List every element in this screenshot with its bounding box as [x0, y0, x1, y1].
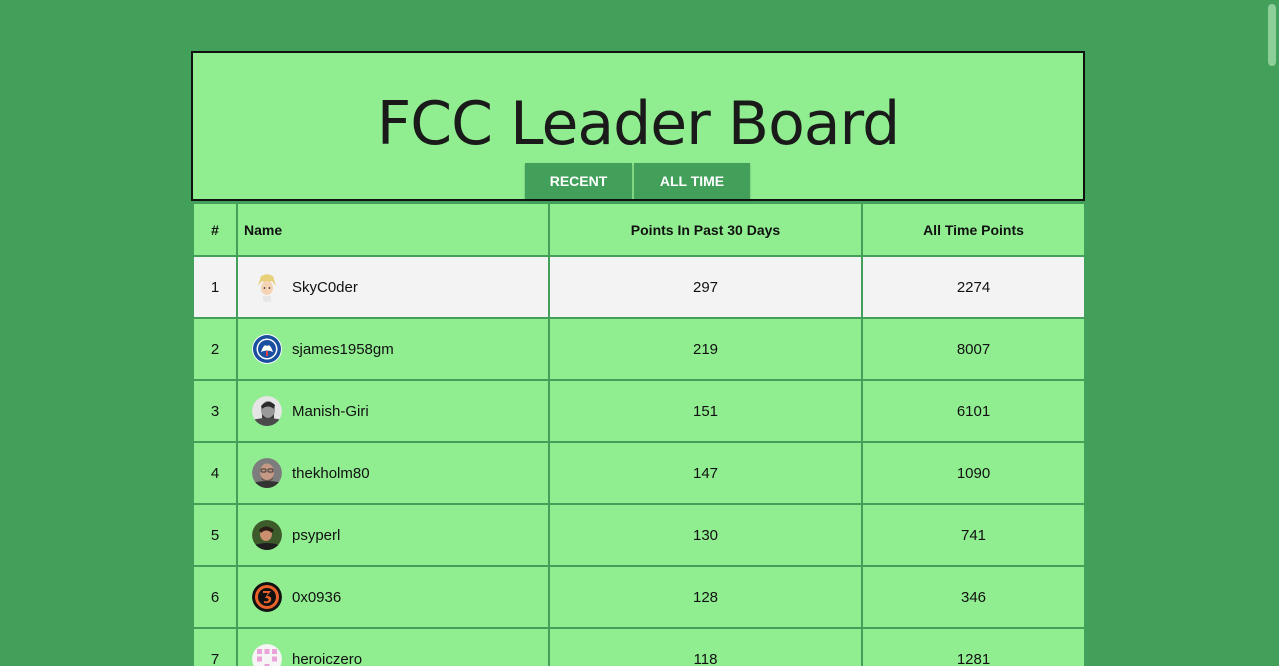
- table-row: 3 Manish-Giri: [192, 379, 1086, 443]
- alltime-points-cell: 1281: [861, 627, 1086, 666]
- name-cell: 0x0936: [236, 565, 550, 629]
- table-row: 6 0x0936 128: [192, 565, 1086, 629]
- recent-points-cell: 128: [548, 565, 863, 629]
- name-cell: psyperl: [236, 503, 550, 567]
- recent-points-cell: 297: [548, 255, 863, 319]
- username-link[interactable]: heroiczero: [292, 650, 363, 666]
- chelsea-crest-avatar-icon[interactable]: [252, 334, 282, 364]
- name-column-header: Name: [236, 202, 550, 257]
- scrollbar-thumb[interactable]: [1268, 4, 1276, 66]
- rank-cell: 6: [192, 565, 238, 629]
- name-cell: Manish-Giri: [236, 379, 550, 443]
- alltime-points-cell: 346: [861, 565, 1086, 629]
- recent-points-cell: 130: [548, 503, 863, 567]
- recent-points-cell: 147: [548, 441, 863, 505]
- alltime-points-cell: 1090: [861, 441, 1086, 505]
- number-3-avatar-icon[interactable]: [252, 582, 282, 612]
- username-link[interactable]: thekholm80: [292, 464, 370, 482]
- header-panel: FCC Leader Board RECENT ALL TIME: [191, 51, 1085, 201]
- table-row: 2 sjames19: [192, 317, 1086, 381]
- recent-points-cell: 219: [548, 317, 863, 381]
- recent-points-column-header[interactable]: Points In Past 30 Days: [548, 202, 863, 257]
- rank-cell: 5: [192, 503, 238, 567]
- name-cell: heroiczero: [236, 627, 550, 666]
- photo-avatar-icon[interactable]: [252, 396, 282, 426]
- alltime-points-cell: 2274: [861, 255, 1086, 319]
- table-row: 1 SkyC0der: [192, 255, 1086, 319]
- rank-cell: 2: [192, 317, 238, 381]
- name-cell: sjames1958gm: [236, 317, 550, 381]
- rank-cell: 1: [192, 255, 238, 319]
- username-link[interactable]: 0x0936: [292, 588, 342, 606]
- recent-tab-button[interactable]: RECENT: [525, 163, 632, 199]
- alltime-points-cell: 8007: [861, 317, 1086, 381]
- identicon-avatar-icon[interactable]: [252, 644, 282, 666]
- table-row: 5 psyperl 130: [192, 503, 1086, 567]
- recent-points-cell: 118: [548, 627, 863, 666]
- rank-cell: 4: [192, 441, 238, 505]
- username-link[interactable]: sjames1958gm: [292, 340, 394, 358]
- alltime-points-cell: 741: [861, 503, 1086, 567]
- rank-column-header: #: [192, 202, 238, 257]
- username-link[interactable]: psyperl: [292, 526, 341, 544]
- name-cell: SkyC0der: [236, 255, 550, 319]
- photo-avatar-icon[interactable]: [252, 458, 282, 488]
- username-link[interactable]: SkyC0der: [292, 278, 358, 296]
- alltime-points-column-header[interactable]: All Time Points: [861, 202, 1086, 257]
- table-header-row: # Name Points In Past 30 Days All Time P…: [192, 202, 1086, 257]
- table-row: 7: [192, 627, 1086, 666]
- page-title: FCC Leader Board: [376, 89, 901, 159]
- alltime-tab-button[interactable]: ALL TIME: [634, 163, 750, 199]
- rank-cell: 7: [192, 627, 238, 666]
- rank-cell: 3: [192, 379, 238, 443]
- page-scrollbar[interactable]: [1264, 0, 1279, 666]
- leaderboard-table: # Name Points In Past 30 Days All Time P…: [192, 202, 1086, 666]
- recent-points-cell: 151: [548, 379, 863, 443]
- anime-avatar-icon[interactable]: [252, 272, 282, 302]
- name-cell: thekholm80: [236, 441, 550, 505]
- table-row: 4 thekholm: [192, 441, 1086, 505]
- photo-avatar-icon[interactable]: [252, 520, 282, 550]
- alltime-points-cell: 6101: [861, 379, 1086, 443]
- username-link[interactable]: Manish-Giri: [292, 402, 369, 420]
